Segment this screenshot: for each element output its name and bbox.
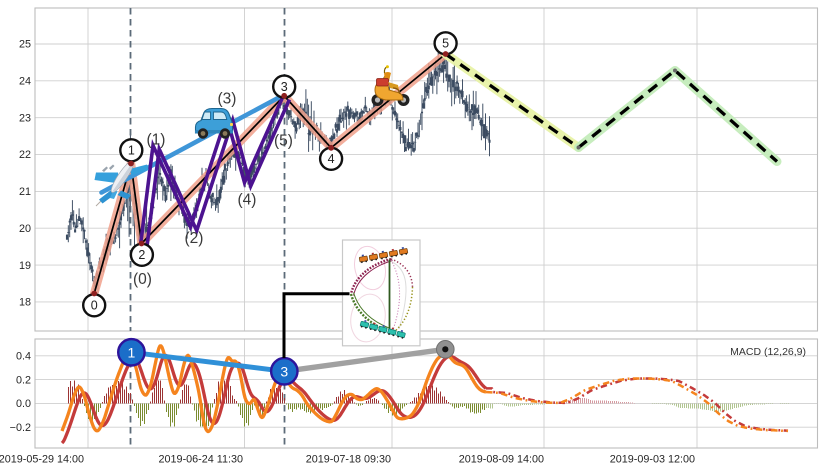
svg-text:19: 19 [19, 260, 31, 272]
svg-text:(2): (2) [185, 230, 204, 247]
svg-text:2019-05-29 14:00: 2019-05-29 14:00 [0, 454, 84, 466]
svg-text:3: 3 [281, 80, 288, 94]
svg-text:24: 24 [19, 76, 31, 88]
svg-text:5: 5 [442, 37, 449, 51]
svg-text:(0): (0) [133, 271, 152, 288]
svg-text:(3): (3) [218, 91, 237, 108]
svg-text:−0.2: −0.2 [10, 422, 31, 434]
svg-text:21: 21 [19, 186, 31, 198]
svg-text:MACD (12,26,9): MACD (12,26,9) [730, 346, 806, 358]
svg-text:20: 20 [19, 223, 31, 235]
svg-text:(4): (4) [238, 192, 257, 209]
svg-text:3: 3 [280, 363, 288, 379]
svg-text:0.0: 0.0 [16, 398, 31, 410]
svg-text:2019-06-24 11:30: 2019-06-24 11:30 [159, 454, 243, 466]
svg-text:1: 1 [128, 144, 135, 158]
svg-text:2019-09-03 12:00: 2019-09-03 12:00 [610, 454, 695, 466]
svg-text:25: 25 [19, 39, 31, 51]
svg-text:(5): (5) [274, 133, 293, 150]
svg-text:1: 1 [128, 344, 136, 360]
svg-text:2019-08-09 14:00: 2019-08-09 14:00 [459, 454, 544, 466]
svg-text:22: 22 [19, 149, 31, 161]
svg-text:0.4: 0.4 [16, 351, 31, 363]
svg-text:0: 0 [91, 299, 98, 313]
svg-text:2019-07-18 09:30: 2019-07-18 09:30 [306, 454, 391, 466]
svg-text:0.2: 0.2 [16, 374, 31, 386]
svg-text:4: 4 [328, 152, 335, 166]
svg-text:(1): (1) [147, 132, 166, 149]
svg-text:23: 23 [19, 112, 31, 124]
svg-text:2: 2 [138, 248, 145, 262]
svg-text:18: 18 [19, 297, 31, 309]
